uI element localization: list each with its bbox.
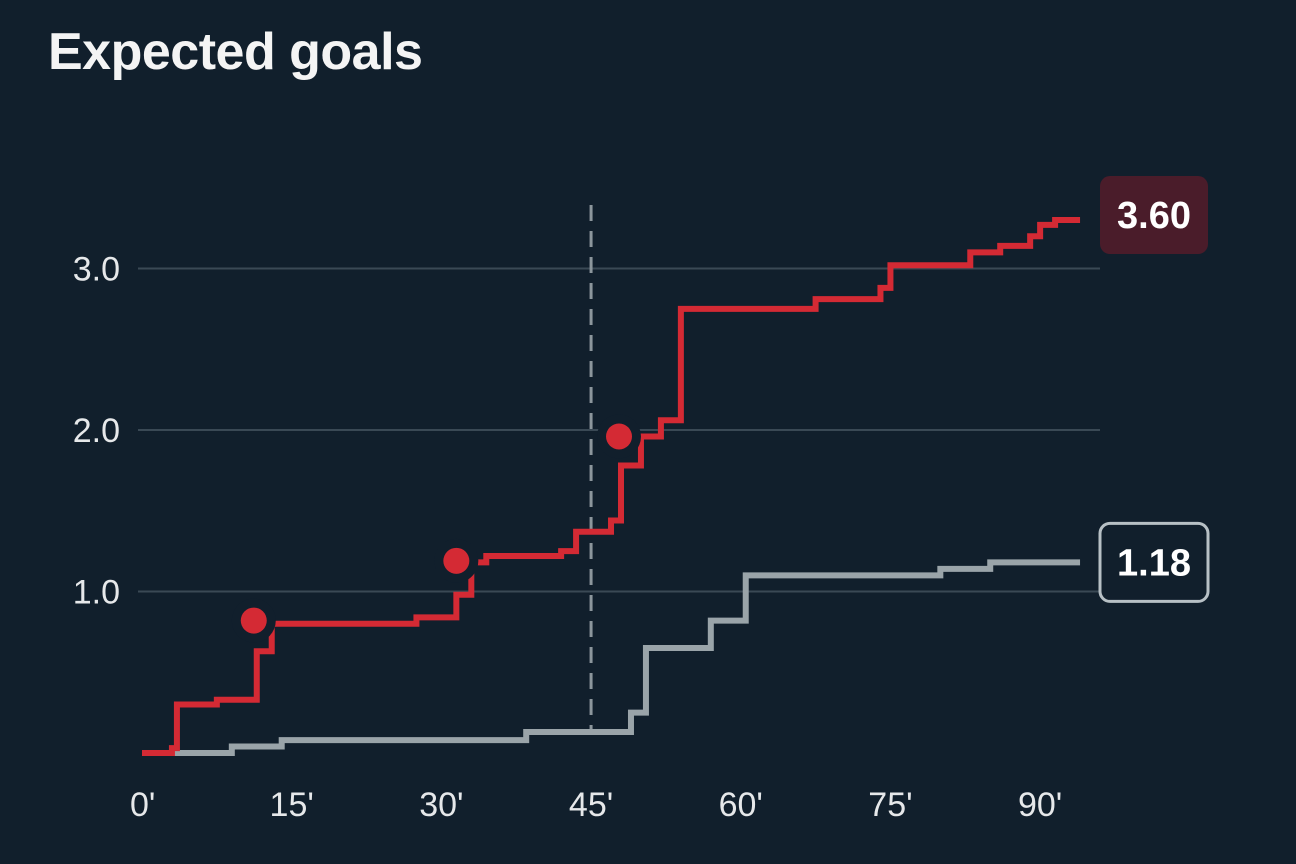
y-tick-label: 3.0 [73, 251, 120, 289]
chart-title: Expected goals [48, 23, 423, 81]
away-xg-line [171, 559, 1081, 756]
x-tick-label: 0' [130, 786, 155, 824]
home-xg-total-box [1100, 176, 1208, 255]
goal-marker [606, 423, 633, 450]
y-tick-label: 1.0 [73, 574, 120, 612]
goal-marker [443, 547, 470, 574]
goal-marker [240, 607, 267, 634]
x-tick-label: 15' [270, 786, 314, 824]
y-tick-label: 2.0 [73, 412, 120, 450]
x-tick-label: 30' [419, 786, 463, 824]
away-xg-total-box [1098, 521, 1210, 603]
home-xg-total: 3.60 [1117, 195, 1191, 237]
x-tick-label: 75' [868, 786, 912, 824]
x-tick-label: 45' [569, 786, 613, 824]
x-tick-label: 90' [1018, 786, 1062, 824]
home-xg-line [142, 217, 1081, 756]
x-tick-label: 60' [719, 786, 763, 824]
away-xg-total: 1.18 [1117, 542, 1191, 584]
